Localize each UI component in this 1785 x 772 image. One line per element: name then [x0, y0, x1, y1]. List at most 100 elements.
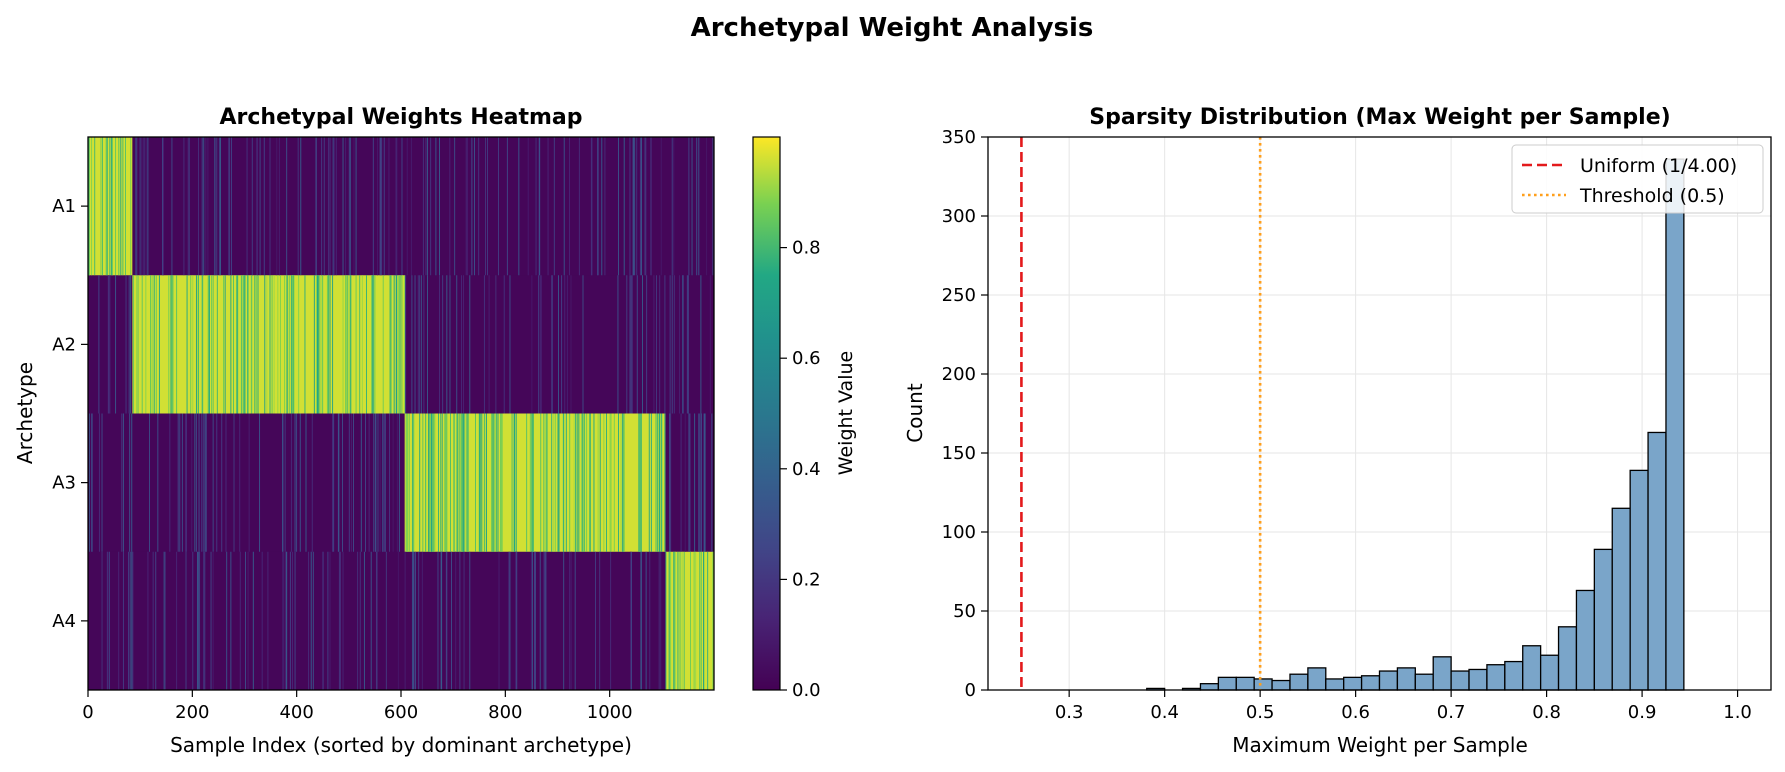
- histogram-y-tick-label: 150: [942, 443, 976, 464]
- heatmap-cell: [201, 275, 203, 414]
- colorbar: 0.0 0.2 0.4 0.6 0.8 Weight Value: [752, 136, 857, 701]
- heatmap-cell: [349, 275, 351, 414]
- heatmap-cell: [142, 137, 144, 276]
- heatmap-cell: [188, 137, 190, 276]
- heatmap-cell: [491, 413, 493, 552]
- heatmap-cell: [442, 275, 444, 414]
- heatmap-cell: [355, 275, 357, 414]
- heatmap-cell: [276, 137, 278, 276]
- heatmap-cell: [469, 551, 471, 690]
- heatmap-cell: [257, 137, 258, 276]
- histogram-bar: [1629, 469, 1649, 691]
- heatmap-cell: [687, 275, 689, 414]
- heatmap-cell: [271, 275, 273, 414]
- heatmap-cell: [606, 413, 607, 552]
- heatmap-cell: [589, 413, 591, 552]
- heatmap-cell: [192, 551, 194, 690]
- heatmap-cell: [462, 413, 464, 552]
- heatmap-cell: [618, 413, 619, 552]
- histogram-reference-lines: [1020, 137, 1262, 690]
- heatmap-cell: [698, 413, 700, 552]
- heatmap-cell: [428, 413, 430, 552]
- heatmap-cell: [150, 275, 151, 414]
- heatmap-cell: [216, 413, 218, 552]
- heatmap-cell: [170, 275, 172, 414]
- heatmap-cell: [395, 137, 397, 276]
- heatmap-x-tick-label: 1000: [587, 702, 633, 723]
- heatmap-cell: [551, 275, 553, 414]
- heatmap-cell: [495, 413, 497, 552]
- heatmap-cell: [677, 551, 679, 690]
- heatmap-cell: [209, 275, 210, 414]
- heatmap-cell: [492, 413, 494, 552]
- heatmap-cell: [282, 551, 284, 690]
- colorbar-ticks: 0.0 0.2 0.4 0.6 0.8: [780, 238, 821, 701]
- heatmap-cell: [254, 275, 256, 414]
- heatmap-cell: [375, 551, 377, 690]
- heatmap-cell: [488, 275, 490, 414]
- heatmap-cell: [122, 137, 124, 276]
- heatmap-cell: [630, 551, 631, 690]
- heatmap-cell: [345, 137, 347, 276]
- heatmap-cell: [440, 413, 442, 552]
- heatmap-cell: [372, 137, 374, 276]
- heatmap-cell: [686, 275, 688, 414]
- heatmap-cell: [318, 275, 320, 414]
- heatmap-cell: [632, 137, 634, 276]
- heatmap-cell: [146, 137, 148, 276]
- heatmap-cell: [515, 551, 517, 690]
- heatmap-cell: [655, 413, 657, 552]
- heatmap-cell: [248, 413, 250, 552]
- heatmap-cell: [144, 137, 146, 276]
- histogram-y-axis-label: Count: [903, 383, 927, 443]
- heatmap-cell: [674, 551, 676, 690]
- histogram-bar: [1593, 548, 1613, 691]
- heatmap-cell: [704, 413, 706, 552]
- histogram-bar: [1647, 431, 1667, 691]
- heatmap-cell: [671, 275, 673, 414]
- heatmap-cell: [172, 275, 174, 414]
- heatmap-cell: [700, 413, 702, 552]
- heatmap-cell: [698, 137, 700, 276]
- heatmap-cell: [530, 551, 532, 690]
- heatmap-cell: [539, 137, 541, 276]
- heatmap-cell: [415, 551, 417, 690]
- heatmap-cell: [372, 275, 374, 414]
- heatmap-cell: [463, 413, 465, 552]
- heatmap-cell: [664, 275, 666, 414]
- heatmap-cell: [294, 413, 296, 552]
- heatmap-cell: [247, 275, 249, 414]
- heatmap-cell: [218, 137, 220, 276]
- heatmap-cell: [322, 275, 324, 414]
- heatmap-cell: [226, 551, 228, 690]
- heatmap-cell: [151, 275, 153, 414]
- heatmap-cell: [495, 275, 497, 414]
- heatmap-cell: [169, 413, 171, 552]
- heatmap-cell: [631, 275, 633, 414]
- histogram-panel: Sparsity Distribution (Max Weight per Sa…: [903, 105, 1772, 757]
- heatmap-cell: [91, 413, 93, 552]
- heatmap-cell: [392, 413, 394, 552]
- heatmap-x-axis-label: Sample Index (sorted by dominant archety…: [170, 733, 632, 757]
- heatmap-x-tick-label: 0: [82, 702, 93, 723]
- heatmap-cell: [396, 275, 398, 414]
- heatmap-cell: [411, 413, 413, 552]
- heatmap-cell: [620, 413, 622, 552]
- histogram-bars: [1146, 158, 1685, 691]
- heatmap-cell: [202, 413, 204, 552]
- heatmap-cell: [329, 137, 331, 276]
- heatmap-cell: [650, 137, 652, 276]
- heatmap-cell: [539, 551, 541, 690]
- heatmap-cell: [634, 137, 636, 276]
- heatmap-cell: [207, 275, 209, 414]
- heatmap-cell: [244, 275, 246, 414]
- heatmap-cell: [459, 551, 461, 690]
- heatmap-cell: [656, 275, 658, 414]
- heatmap-cell: [479, 413, 481, 552]
- heatmap-cell: [590, 137, 592, 276]
- heatmap-cell: [339, 551, 341, 690]
- heatmap-cell: [338, 413, 340, 552]
- heatmap-cell: [640, 413, 642, 552]
- heatmap-cell: [486, 413, 487, 552]
- heatmap-cell: [237, 275, 239, 414]
